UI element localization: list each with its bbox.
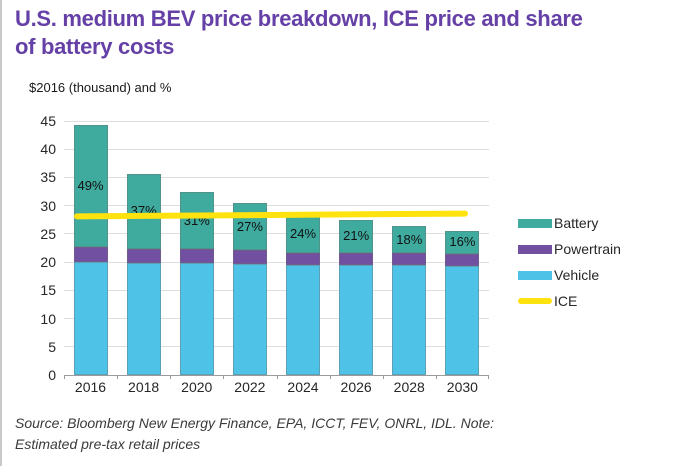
x-axis-tick [488, 375, 489, 379]
legend-item-battery: Battery [518, 210, 621, 236]
bar-segment-powertrain [339, 252, 374, 265]
x-axis-tick-label: 2020 [181, 379, 213, 395]
battery-share-label: 27% [236, 218, 263, 234]
gridline [64, 346, 489, 348]
gridline [64, 120, 489, 122]
battery-share-label: 24% [290, 225, 317, 241]
gridline [64, 318, 489, 320]
bar-segment-battery [445, 230, 480, 255]
bar-segment-vehicle [179, 263, 214, 375]
y-axis-tick-label: 20 [40, 254, 56, 271]
bar-segment-powertrain [179, 249, 214, 264]
source-note: Source: Bloomberg New Energy Finance, EP… [15, 413, 675, 455]
chart-subtitle: $2016 (thousand) and % [29, 80, 172, 95]
gridline [64, 289, 489, 291]
bar-segment-powertrain [392, 253, 427, 265]
battery-share-label: 18% [396, 231, 423, 247]
gridline [64, 148, 489, 150]
x-axis-tick [64, 375, 65, 379]
x-axis-tick [382, 375, 384, 379]
bar-segment-vehicle [339, 264, 374, 375]
source-note-line1: Source: Bloomberg New Energy Finance, EP… [15, 415, 495, 431]
source-note-line2: Estimated pre-tax retail prices [15, 436, 201, 452]
legend-label: ICE [554, 293, 578, 309]
chart-title-line1: U.S. medium BEV price breakdown, ICE pri… [15, 6, 583, 31]
bar-segment-battery [126, 174, 161, 249]
bar-segment-battery [73, 124, 108, 248]
legend: Battery Powertrain Vehicle ICE [518, 210, 621, 314]
ice-line-path [74, 210, 468, 220]
y-axis-tick-label: 35 [40, 169, 56, 186]
legend-item-powertrain: Powertrain [518, 236, 621, 262]
y-axis-tick-label: 45 [40, 113, 56, 129]
x-axis-tick [435, 375, 437, 379]
x-axis-tick-label: 2022 [234, 379, 266, 395]
y-axis-tick-label: 15 [40, 282, 56, 299]
gridline [64, 205, 489, 207]
legend-item-ice: ICE [518, 288, 621, 314]
bar-segment-battery [179, 192, 214, 250]
legend-swatch-ice-icon [518, 298, 552, 304]
legend-label: Vehicle [554, 267, 600, 283]
bar-segment-battery [339, 219, 374, 253]
x-axis-tick-label: 2016 [74, 379, 107, 395]
bar-segment-vehicle [286, 264, 321, 375]
bar-segment-powertrain [286, 252, 321, 265]
y-axis-tick-label: 25 [40, 225, 56, 242]
x-axis-tick [170, 375, 172, 379]
bar-segment-vehicle [126, 262, 161, 375]
x-axis-tick [117, 375, 119, 379]
chart-title-line2: of battery costs [15, 34, 175, 59]
legend-label: Battery [554, 215, 599, 231]
x-axis-tick-label: 2024 [287, 379, 319, 395]
legend-swatch-vehicle-icon [518, 270, 552, 280]
battery-share-label: 16% [449, 234, 476, 250]
bar-segment-vehicle [445, 265, 480, 375]
x-axis-tick-label: 2028 [393, 379, 425, 395]
y-axis-tick-label: 30 [40, 197, 56, 214]
x-axis-tick [223, 375, 225, 379]
bar-segment-vehicle [73, 262, 108, 375]
x-axis-tick-label: 2018 [128, 379, 160, 395]
bar-segment-powertrain [445, 254, 480, 266]
legend-item-vehicle: Vehicle [518, 262, 621, 288]
bar-segment-powertrain [73, 247, 108, 263]
y-axis-tick-label: 40 [40, 141, 56, 158]
legend-label: Powertrain [554, 241, 621, 257]
plot-area: 49% 37% 31% 27% 24% 21% 18% 16% [64, 120, 489, 379]
chart-title: U.S. medium BEV price breakdown, ICE pri… [15, 5, 687, 61]
bar-segment-powertrain [126, 248, 161, 263]
bar-segment-powertrain [232, 250, 267, 264]
battery-share-label: 21% [343, 228, 370, 244]
ice-line [74, 210, 468, 220]
y-axis-tick-label: 0 [48, 367, 56, 383]
bar-segment-vehicle [232, 263, 267, 375]
bar-segment-battery [392, 226, 427, 254]
bar-segment-battery [232, 203, 267, 251]
x-axis-tick [329, 375, 331, 379]
x-axis-tick [276, 375, 278, 379]
gridline [64, 176, 489, 178]
gridline [64, 261, 489, 263]
gridline [64, 233, 489, 235]
x-axis-tick-label: 2026 [340, 379, 372, 395]
battery-share-label: 49% [77, 178, 104, 194]
legend-swatch-powertrain-icon [518, 244, 552, 254]
y-axis-tick-label: 5 [48, 338, 56, 355]
x-axis-tick-label: 2030 [446, 379, 478, 395]
y-axis-tick-label: 10 [40, 310, 56, 327]
bar-segment-vehicle [392, 264, 427, 375]
legend-swatch-battery-icon [518, 218, 552, 228]
